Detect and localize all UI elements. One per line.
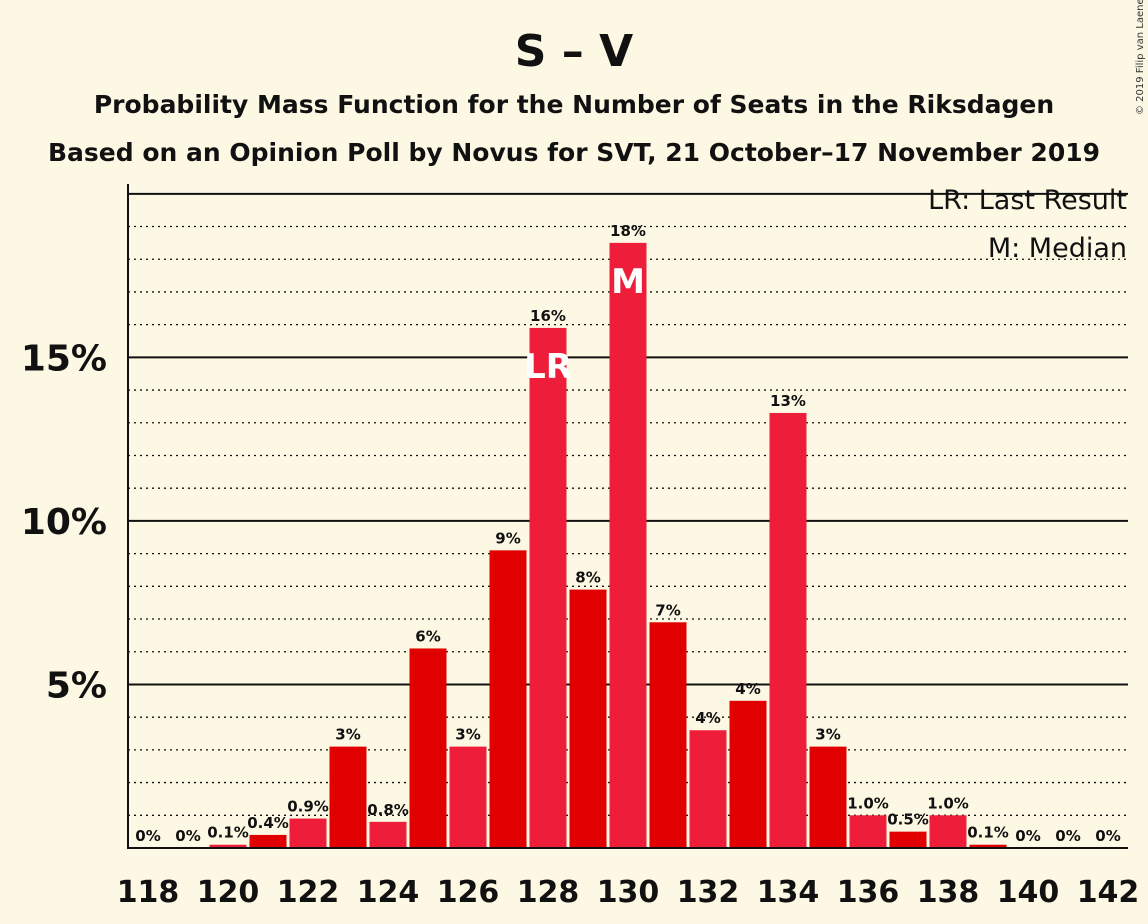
bars: [209, 242, 1007, 849]
bar-seat-135: [809, 746, 847, 848]
bar-seat-125: [409, 648, 447, 848]
y-tick-label: 15%: [21, 338, 107, 379]
x-tick-label: 132: [677, 875, 740, 910]
data-label-seat-139: 0.1%: [967, 824, 1009, 842]
bar-seat-122: [289, 818, 327, 848]
data-label-seat-142: 0%: [1095, 827, 1120, 845]
x-tick-label: 142: [1077, 875, 1140, 910]
x-tick-label: 138: [917, 875, 980, 910]
data-label-seat-128: 16%: [530, 307, 566, 325]
data-label-seat-125: 6%: [415, 627, 440, 645]
bar-seat-128: [529, 327, 567, 849]
x-tick-label: 120: [197, 875, 260, 910]
copyright-notice: © 2019 Filip van Laenen: [1135, 0, 1146, 115]
bar-seat-131: [649, 622, 687, 848]
y-tick-label: 5%: [46, 665, 107, 706]
bar-seat-130: [609, 242, 647, 849]
data-label-seat-120: 0.1%: [207, 824, 249, 842]
bar-seat-126: [449, 746, 487, 848]
median-marker: M: [611, 262, 645, 302]
x-tick-label: 130: [597, 875, 660, 910]
data-label-seat-130: 18%: [610, 222, 646, 240]
data-label-seat-126: 3%: [455, 726, 480, 744]
data-label-seat-135: 3%: [815, 726, 840, 744]
bar-seat-138: [929, 815, 967, 848]
data-label-seat-129: 8%: [575, 569, 600, 587]
x-tick-label: 124: [357, 875, 420, 910]
legend-median: M: Median: [988, 233, 1127, 264]
bar-seat-129: [569, 589, 607, 848]
x-tick-label: 122: [277, 875, 340, 910]
legend-last-result: LR: Last Result: [928, 185, 1127, 216]
data-label-seat-138: 1.0%: [927, 794, 969, 812]
x-tick-label: 126: [437, 875, 500, 910]
data-label-seat-119: 0%: [175, 827, 200, 845]
x-tick-label: 128: [517, 875, 580, 910]
data-label-seat-123: 3%: [335, 726, 360, 744]
bar-seat-137: [889, 831, 927, 848]
bar-seat-121: [249, 834, 287, 848]
data-label-seat-140: 0%: [1015, 827, 1040, 845]
chart-subtitle-2: Based on an Opinion Poll by Novus for SV…: [48, 138, 1100, 167]
bar-seat-139: [969, 844, 1007, 848]
data-labels: 0% 0% 0.1%0.4%0.9%3%0.8%6%3%9%16%8%18%7%4%…: [135, 222, 1120, 845]
chart-subtitle-1: Probability Mass Function for the Number…: [94, 90, 1054, 119]
data-label-seat-132: 4%: [695, 709, 720, 727]
data-label-seat-127: 9%: [495, 529, 520, 547]
data-label-seat-141: 0%: [1055, 827, 1080, 845]
data-label-seat-131: 7%: [655, 601, 680, 619]
data-label-seat-118: 0%: [135, 827, 160, 845]
last-result-marker: LR: [524, 347, 572, 387]
data-label-seat-121: 0.4%: [247, 814, 289, 832]
x-tick-label: 118: [117, 875, 180, 910]
bar-seat-120: [209, 844, 247, 848]
chart-title: S – V: [515, 26, 633, 77]
data-label-seat-124: 0.8%: [367, 801, 409, 819]
axes: 5% 10% 15% 118 120 122 124 126 128 130 132 134 136 13…: [21, 184, 1139, 910]
data-label-seat-134: 13%: [770, 392, 806, 410]
data-label-seat-133: 4%: [735, 680, 760, 698]
y-tick-label: 10%: [21, 502, 107, 543]
bar-seat-133: [729, 700, 767, 848]
x-tick-label: 140: [997, 875, 1060, 910]
bar-seat-123: [329, 746, 367, 848]
data-label-seat-122: 0.9%: [287, 798, 329, 816]
bar-seat-127: [489, 550, 527, 848]
x-tick-label: 134: [757, 875, 820, 910]
bar-seat-132: [689, 730, 727, 848]
bar-seat-134: [769, 412, 807, 848]
bar-seat-136: [849, 815, 887, 848]
data-label-seat-136: 1.0%: [847, 794, 889, 812]
x-tick-label: 136: [837, 875, 900, 910]
data-label-seat-137: 0.5%: [887, 811, 929, 829]
bar-seat-124: [369, 821, 407, 848]
